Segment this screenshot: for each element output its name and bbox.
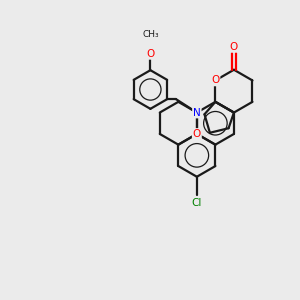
Text: O: O [146,49,154,59]
Text: CH₃: CH₃ [142,30,159,39]
Text: N: N [193,108,201,118]
Text: O: O [211,76,220,85]
Text: O: O [193,129,201,139]
Text: O: O [230,42,238,52]
Text: Cl: Cl [192,199,202,208]
